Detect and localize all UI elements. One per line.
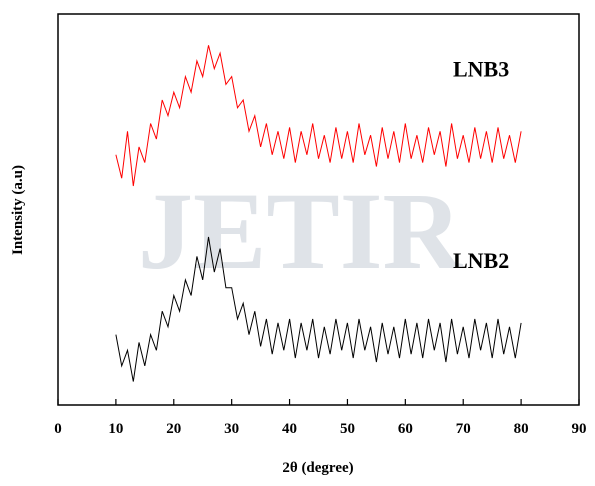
y-axis-label: Intensity (a.u)	[10, 165, 26, 255]
x-tick-label: 60	[398, 421, 413, 437]
x-tick-label: 90	[572, 421, 587, 437]
series-line	[115, 236, 522, 382]
x-tick-label: 20	[166, 421, 181, 437]
plot-frame	[57, 13, 580, 406]
x-tick-label: 0	[54, 421, 62, 437]
x-tick-label: 70	[456, 421, 471, 437]
watermark: JETIR	[138, 170, 464, 292]
series-label: LNB2	[453, 248, 509, 273]
x-tick-label: 80	[514, 421, 529, 437]
x-tick-label: 10	[108, 421, 123, 437]
x-tick-label: 50	[340, 421, 355, 437]
x-tick-label: 30	[224, 421, 239, 437]
x-tick-label: 40	[282, 421, 297, 437]
series-line	[115, 45, 522, 187]
series-label: LNB3	[453, 56, 509, 81]
x-axis-label: 2θ (degree)	[282, 460, 353, 476]
